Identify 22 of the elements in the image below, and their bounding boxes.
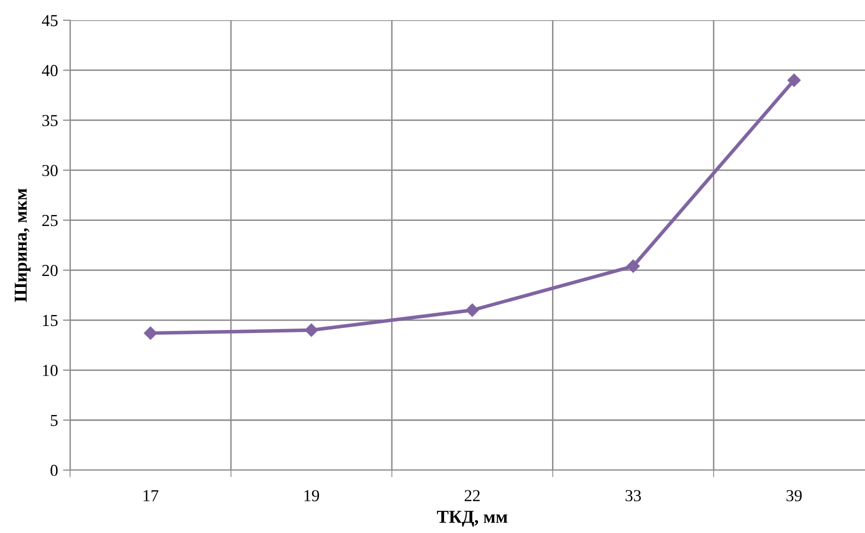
y-tick-label: 0 bbox=[50, 464, 58, 476]
y-tick-label: 20 bbox=[42, 264, 58, 276]
x-tick-label: 33 bbox=[626, 490, 641, 502]
y-tick-label: 30 bbox=[42, 164, 58, 176]
y-tick-label: 45 bbox=[42, 15, 58, 26]
point bbox=[304, 324, 318, 337]
y-tick-label: 25 bbox=[42, 214, 58, 226]
x-tick-label: 17 bbox=[144, 490, 158, 502]
x-axis-title: ТКД, мм bbox=[436, 510, 508, 527]
y-axis-title: Ширина, мкм bbox=[14, 188, 30, 302]
point bbox=[787, 74, 801, 87]
y-tick-label: 35 bbox=[42, 114, 58, 126]
point bbox=[626, 260, 640, 273]
y-tick-label: 10 bbox=[43, 364, 58, 376]
y-tick-label: 15 bbox=[43, 314, 58, 326]
point bbox=[466, 304, 479, 317]
y-tick-label: 40 bbox=[42, 64, 58, 76]
y-tick-label: 5 bbox=[50, 414, 58, 426]
x-tick-label: 22 bbox=[464, 490, 480, 502]
x-tick-label: 39 bbox=[786, 490, 802, 502]
point bbox=[144, 326, 158, 340]
x-tick-label: 19 bbox=[304, 490, 320, 502]
